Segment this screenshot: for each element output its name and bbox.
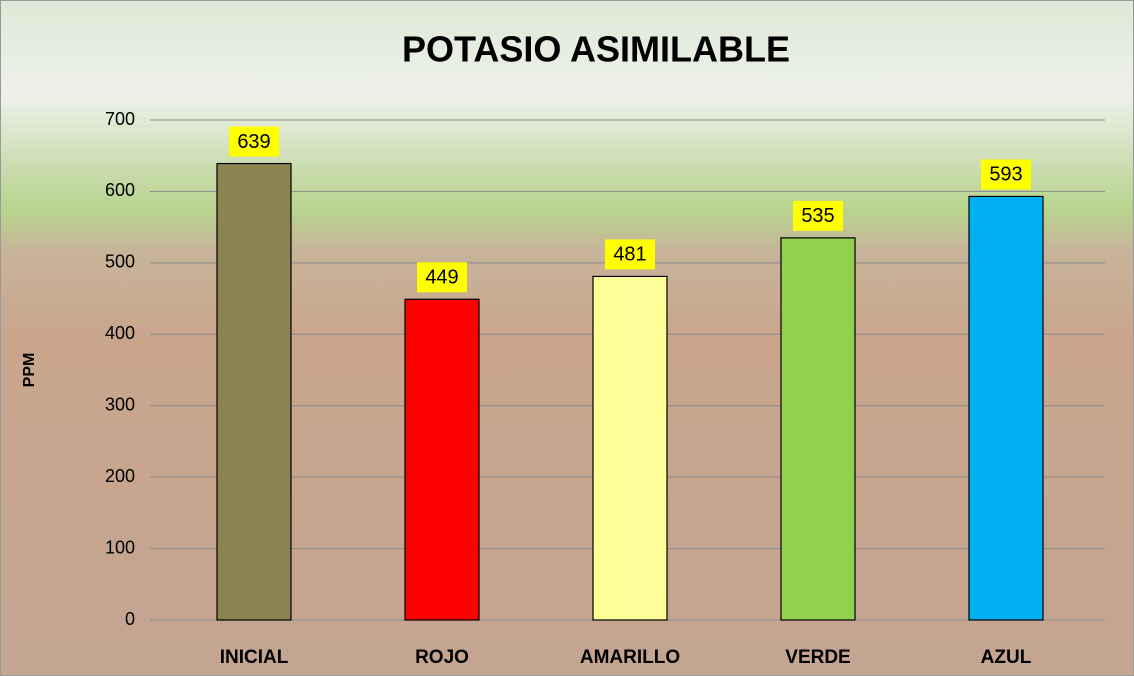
value-label: 593: [989, 164, 1022, 186]
y-axis-label: PPM: [21, 353, 38, 388]
bar: [969, 196, 1043, 620]
value-label: 639: [237, 131, 270, 153]
bar: [405, 299, 479, 620]
y-tick-label: 200: [105, 466, 135, 486]
y-tick-label: 700: [105, 109, 135, 129]
y-tick-label: 300: [105, 394, 135, 414]
bar: [781, 238, 855, 620]
y-tick-label: 500: [105, 252, 135, 272]
x-tick-label: AMARILLO: [580, 647, 680, 668]
value-label: 449: [425, 267, 458, 289]
bar: [217, 164, 291, 620]
x-tick-label: VERDE: [785, 647, 850, 668]
value-label: 535: [801, 205, 834, 227]
y-tick-label: 400: [105, 323, 135, 343]
y-tick-label: 100: [105, 537, 135, 557]
y-tick-label: 0: [125, 609, 135, 629]
chart-background: [1, 1, 1134, 676]
chart: POTASIO ASIMILABLE PPM 0 100 200 300 400 500 6…: [0, 0, 1134, 676]
value-label: 481: [613, 244, 646, 266]
y-tick-label: 600: [105, 180, 135, 200]
x-tick-label: INICIAL: [220, 647, 289, 668]
x-tick-label: ROJO: [415, 647, 469, 668]
x-tick-label: AZUL: [981, 647, 1032, 668]
chart-title: POTASIO ASIMILABLE: [402, 29, 790, 70]
bar: [593, 276, 667, 620]
